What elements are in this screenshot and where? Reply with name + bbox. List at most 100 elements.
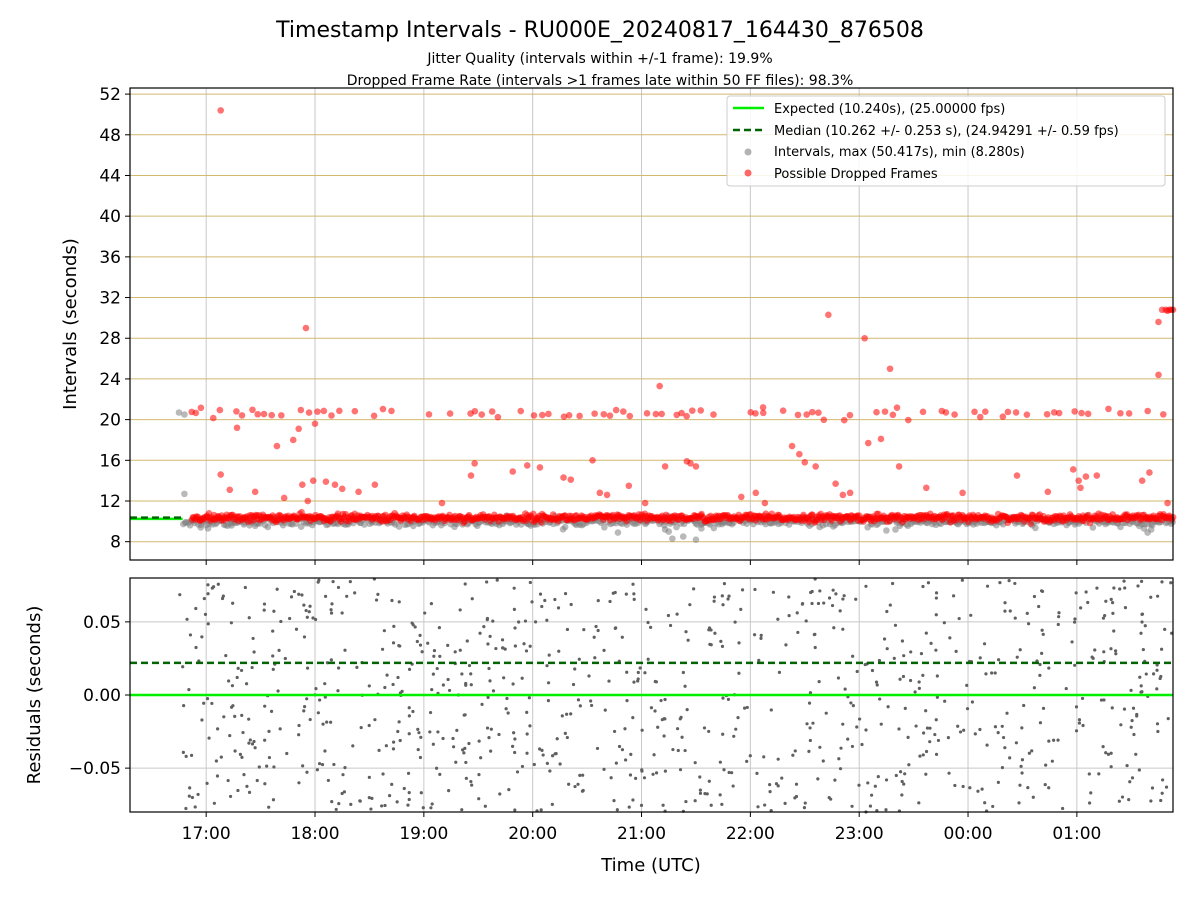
dropped-frame-point bbox=[322, 478, 330, 485]
residual-point bbox=[678, 768, 683, 772]
residual-point bbox=[722, 582, 727, 586]
residual-point bbox=[323, 749, 327, 753]
dropped-frame-point bbox=[626, 412, 634, 420]
residual-point bbox=[370, 796, 374, 801]
intervals-y-ticks: 8 12 16 20 24 28 32 36 40 44 48 52 bbox=[99, 85, 130, 553]
residual-point bbox=[483, 804, 487, 808]
legend-intervals-swatch bbox=[744, 148, 752, 156]
residual-point bbox=[1135, 712, 1139, 717]
residual-point bbox=[317, 578, 321, 582]
residual-point bbox=[973, 732, 977, 736]
residual-point bbox=[870, 668, 875, 673]
residual-point bbox=[653, 709, 657, 713]
residual-point bbox=[683, 684, 687, 688]
residual-point bbox=[563, 592, 568, 596]
residual-point bbox=[720, 644, 725, 648]
residual-point bbox=[504, 707, 508, 711]
residual-point bbox=[236, 788, 240, 793]
residual-point bbox=[511, 682, 515, 686]
residual-point bbox=[897, 727, 901, 731]
residual-point bbox=[1109, 765, 1113, 769]
residual-point bbox=[926, 581, 931, 585]
residual-point bbox=[390, 782, 394, 786]
residual-point bbox=[478, 631, 482, 635]
dropped-frame-point bbox=[710, 411, 717, 418]
residual-point bbox=[693, 761, 697, 765]
residual-point bbox=[512, 586, 516, 590]
residual-point bbox=[250, 742, 255, 746]
residual-point bbox=[1044, 763, 1048, 767]
dropped-frame-point bbox=[545, 410, 552, 418]
residual-point bbox=[426, 641, 430, 645]
residual-point bbox=[469, 672, 473, 676]
residual-point bbox=[756, 805, 760, 809]
residual-point bbox=[1073, 663, 1077, 667]
residual-point bbox=[402, 786, 406, 791]
residual-point bbox=[203, 612, 208, 617]
residual-point bbox=[413, 625, 417, 629]
residual-point bbox=[451, 736, 455, 741]
residual-point bbox=[397, 720, 401, 724]
residual-point bbox=[745, 759, 749, 763]
residual-point bbox=[202, 596, 206, 601]
residual-point bbox=[636, 670, 640, 675]
intervals-y-tick-label: 32 bbox=[99, 289, 121, 309]
residual-point bbox=[917, 680, 921, 684]
dropped-frame-point bbox=[494, 413, 502, 421]
residual-point bbox=[836, 676, 841, 680]
residual-point bbox=[392, 624, 396, 628]
residual-point bbox=[367, 684, 371, 688]
legend-expected-label: Expected (10.240s), (25.00000 fps) bbox=[774, 102, 1005, 117]
dropped-frame-point bbox=[600, 410, 608, 418]
residual-point bbox=[593, 656, 597, 660]
residual-point bbox=[978, 727, 982, 732]
dropped-frame-point bbox=[1084, 410, 1092, 418]
residual-point bbox=[369, 807, 373, 811]
dropped-frame-point bbox=[388, 407, 395, 415]
residual-point bbox=[737, 641, 741, 645]
residual-point bbox=[418, 633, 422, 637]
residual-point bbox=[1131, 706, 1136, 710]
residual-point bbox=[643, 671, 647, 675]
dropped-frame-point bbox=[1117, 409, 1124, 417]
residual-point bbox=[620, 748, 625, 752]
residual-point bbox=[1013, 581, 1017, 586]
residual-point bbox=[488, 634, 492, 638]
residual-point bbox=[1057, 611, 1061, 615]
residual-point bbox=[607, 679, 611, 683]
interval-point bbox=[1032, 524, 1039, 532]
residual-point bbox=[507, 788, 511, 792]
residual-point bbox=[421, 806, 425, 810]
residual-point bbox=[596, 628, 600, 633]
residual-point bbox=[956, 724, 960, 728]
residual-point bbox=[1020, 758, 1025, 762]
dropped-frame-point bbox=[999, 413, 1007, 420]
residual-point bbox=[1139, 684, 1143, 688]
residual-point bbox=[924, 709, 928, 713]
residuals-x-ticks: 17:00 18:00 19:00 20:00 21:00 22:00 23:00 00:00… bbox=[182, 812, 1101, 844]
residual-point bbox=[300, 593, 304, 597]
residual-point bbox=[763, 803, 767, 807]
residual-point bbox=[991, 804, 995, 809]
residual-point bbox=[628, 773, 633, 777]
residual-point bbox=[341, 773, 345, 777]
residual-point bbox=[707, 729, 711, 734]
residual-point bbox=[874, 680, 879, 684]
chart-title: Timestamp Intervals - RU000E_20240817_16… bbox=[275, 18, 924, 43]
residual-point bbox=[184, 754, 188, 759]
residual-point bbox=[873, 784, 877, 788]
residual-point bbox=[434, 766, 439, 770]
residual-point bbox=[634, 776, 638, 780]
residuals-y-axis-label: Residuals (seconds) bbox=[24, 606, 45, 785]
residual-point bbox=[271, 798, 276, 802]
interval-point bbox=[710, 524, 718, 532]
residual-point bbox=[267, 755, 272, 760]
dropped-frame-point bbox=[905, 416, 912, 424]
residual-point bbox=[712, 595, 717, 599]
dropped-frame-point bbox=[1044, 488, 1052, 496]
residual-point bbox=[262, 608, 266, 612]
residuals-y-tick-label: 0.00 bbox=[83, 686, 121, 706]
residual-point bbox=[709, 628, 713, 632]
residual-point bbox=[505, 696, 509, 701]
dropped-frame-point bbox=[238, 412, 246, 419]
